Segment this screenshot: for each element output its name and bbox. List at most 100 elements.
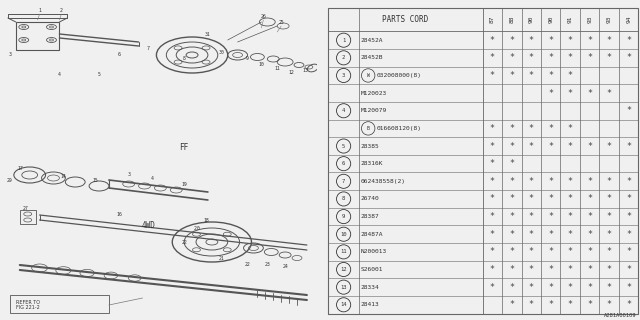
Text: 8: 8: [342, 196, 345, 202]
Text: *: *: [509, 71, 515, 80]
Text: 14: 14: [61, 174, 66, 180]
Text: *: *: [509, 53, 515, 62]
Text: 94: 94: [626, 16, 631, 23]
Text: *: *: [548, 283, 553, 292]
Bar: [10, 295, 109, 313]
Text: 17: 17: [17, 165, 22, 171]
Text: 23: 23: [264, 262, 270, 268]
Text: 93: 93: [587, 16, 592, 23]
Text: *: *: [529, 195, 534, 204]
Text: *: *: [529, 300, 534, 309]
Text: *: *: [607, 36, 612, 45]
Text: *: *: [529, 141, 534, 150]
Text: *: *: [587, 283, 592, 292]
Text: *: *: [607, 283, 612, 292]
Text: 28413: 28413: [360, 302, 380, 307]
Text: 12: 12: [288, 69, 294, 75]
Text: *: *: [529, 124, 534, 133]
Text: *: *: [568, 265, 573, 274]
Text: *: *: [529, 53, 534, 62]
Text: M120079: M120079: [360, 108, 387, 113]
Text: 31: 31: [205, 33, 211, 37]
Text: *: *: [626, 141, 631, 150]
Text: 15: 15: [92, 178, 98, 182]
Text: *: *: [607, 141, 612, 150]
Text: *: *: [490, 124, 495, 133]
Text: 30: 30: [219, 50, 225, 54]
Text: *: *: [509, 141, 515, 150]
Text: *: *: [529, 265, 534, 274]
Text: 4: 4: [58, 73, 61, 77]
Text: *: *: [587, 265, 592, 274]
Text: *: *: [548, 230, 553, 239]
Text: *: *: [509, 195, 515, 204]
Text: *: *: [568, 177, 573, 186]
Text: 10: 10: [340, 232, 347, 237]
Text: *: *: [548, 212, 553, 221]
Text: *: *: [548, 53, 553, 62]
Text: *: *: [548, 177, 553, 186]
Text: *: *: [568, 89, 573, 98]
Bar: [16, 22, 60, 50]
Text: W: W: [367, 73, 370, 78]
Text: *: *: [607, 53, 612, 62]
Text: 28316K: 28316K: [360, 161, 383, 166]
Text: *: *: [607, 89, 612, 98]
Text: 21: 21: [219, 255, 225, 260]
Text: 19: 19: [181, 182, 187, 188]
Text: 5: 5: [342, 144, 345, 148]
Text: 2: 2: [60, 7, 63, 12]
Text: 3: 3: [8, 52, 12, 58]
Text: 5: 5: [97, 73, 100, 77]
Text: 16: 16: [116, 212, 122, 218]
Text: 3: 3: [342, 73, 345, 78]
Text: *: *: [626, 300, 631, 309]
Text: *: *: [626, 247, 631, 256]
Text: N200013: N200013: [360, 249, 387, 254]
Text: *: *: [607, 265, 612, 274]
Text: 4WD: 4WD: [141, 220, 156, 229]
Text: S26001: S26001: [360, 267, 383, 272]
Text: 12: 12: [340, 267, 347, 272]
Text: *: *: [548, 71, 553, 80]
Text: *: *: [607, 300, 612, 309]
Text: 032008000(8): 032008000(8): [376, 73, 422, 78]
Text: *: *: [568, 53, 573, 62]
Text: 29: 29: [7, 178, 13, 182]
Text: 20: 20: [194, 226, 202, 230]
Bar: [20, 210, 36, 224]
Text: *: *: [509, 212, 515, 221]
Text: 26: 26: [260, 13, 266, 19]
Text: PARTS CORD: PARTS CORD: [382, 15, 429, 24]
Text: *: *: [509, 283, 515, 292]
Text: *: *: [529, 71, 534, 80]
Text: *: *: [587, 195, 592, 204]
Text: 13: 13: [302, 68, 308, 73]
Text: *: *: [529, 177, 534, 186]
Text: *: *: [490, 212, 495, 221]
Text: *: *: [490, 53, 495, 62]
Text: *: *: [490, 71, 495, 80]
Text: *: *: [509, 177, 515, 186]
Text: 4: 4: [342, 108, 345, 113]
Text: *: *: [626, 265, 631, 274]
Text: 1: 1: [342, 38, 345, 43]
Text: *: *: [626, 53, 631, 62]
Text: 6: 6: [342, 161, 345, 166]
Text: *: *: [548, 141, 553, 150]
Text: 10: 10: [259, 61, 264, 67]
Text: 7: 7: [147, 45, 150, 51]
Text: *: *: [626, 106, 631, 115]
Text: 062438558(2): 062438558(2): [360, 179, 406, 184]
Text: 91: 91: [568, 16, 573, 23]
Text: *: *: [490, 36, 495, 45]
Text: *: *: [607, 177, 612, 186]
Text: 9: 9: [246, 55, 249, 60]
Text: *: *: [509, 247, 515, 256]
Text: *: *: [568, 230, 573, 239]
Text: *: *: [529, 36, 534, 45]
Text: *: *: [587, 141, 592, 150]
Text: *: *: [548, 195, 553, 204]
Text: *: *: [490, 159, 495, 168]
Text: *: *: [529, 230, 534, 239]
